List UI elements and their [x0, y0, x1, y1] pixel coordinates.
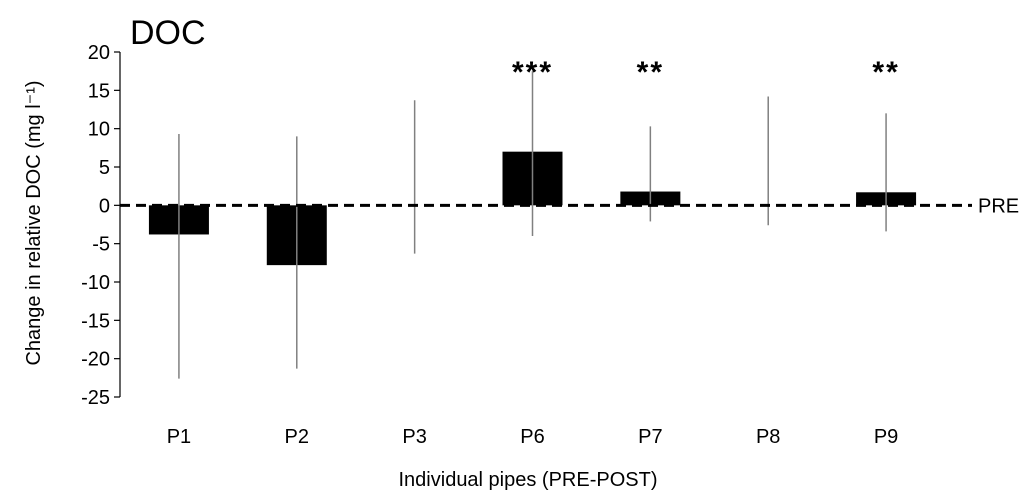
significance-label: **	[637, 56, 664, 89]
y-tick-label: 15	[88, 80, 110, 102]
plot-area: 20 15 10 5 0 -5 -10 -15 -20 -25 P1 P2 P3 P6 *** P7 ** P8 P…	[81, 42, 1019, 448]
y-tick-label: -5	[92, 234, 110, 256]
x-tick-label: P9	[874, 426, 898, 448]
x-tick-label: P2	[285, 426, 309, 448]
y-axis-title: Change in relative DOC (mg l⁻¹)	[23, 80, 45, 365]
x-tick-label: P1	[167, 426, 191, 448]
chart-title: DOC	[130, 14, 206, 52]
y-tick-label: -20	[81, 349, 110, 371]
significance-label: ***	[512, 56, 553, 89]
y-tick-label: 20	[88, 42, 110, 64]
y-tick-label: -10	[81, 272, 110, 294]
reference-line-label: PRE	[978, 195, 1019, 217]
y-tick-label: 0	[99, 195, 110, 217]
x-tick-label: P8	[756, 426, 780, 448]
x-tick-label: P3	[402, 426, 426, 448]
x-tick-label: P7	[638, 426, 662, 448]
y-tick-label: 5	[99, 157, 110, 179]
y-tick-label: -25	[81, 387, 110, 409]
x-axis-title: Individual pipes (PRE-POST)	[399, 469, 658, 491]
x-tick-label: P6	[520, 426, 544, 448]
y-tick-label: -15	[81, 310, 110, 332]
significance-label: **	[872, 56, 899, 89]
y-tick-label: 10	[88, 119, 110, 141]
